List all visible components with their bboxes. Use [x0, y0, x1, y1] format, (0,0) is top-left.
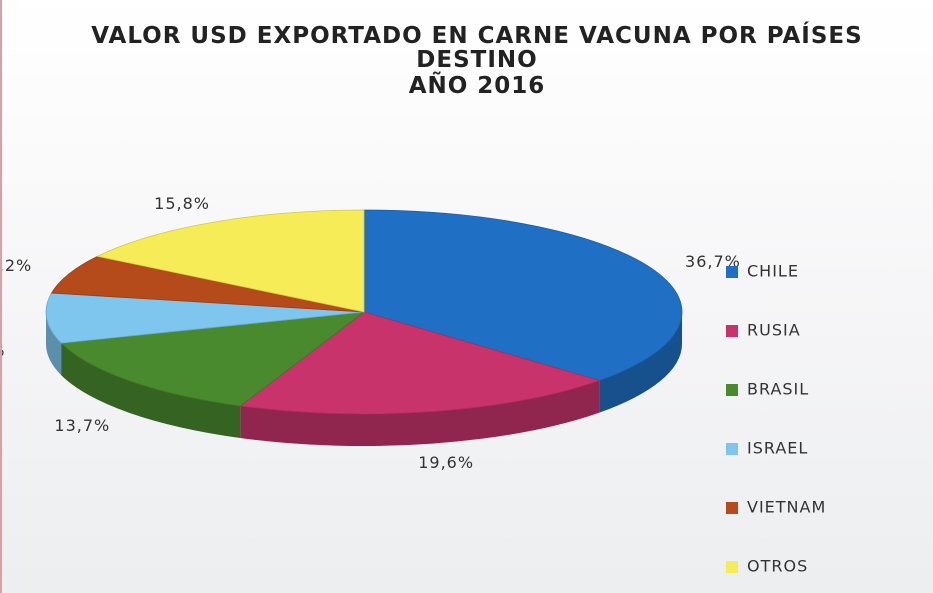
legend-label: ISRAEL: [747, 439, 808, 458]
legend-label: BRASIL: [747, 380, 809, 399]
data-label: 19,6%: [418, 453, 474, 472]
legend-swatch: [726, 502, 738, 514]
legend-label: CHILE: [747, 262, 799, 281]
legend-swatch: [726, 325, 738, 337]
legend-swatch: [726, 384, 738, 396]
pie-slice: [96, 209, 365, 313]
pie-slice: [363, 209, 683, 382]
legend-label: RUSIA: [747, 321, 801, 340]
legend-swatch: [726, 443, 738, 455]
pie-slice: [239, 311, 601, 415]
data-label: 15,8%: [154, 194, 210, 213]
chart-title: VALOR USD EXPORTADO EN CARNE VACUNA POR …: [91, 23, 863, 73]
legend-swatch: [726, 266, 738, 278]
data-label: 7,9%: [2, 341, 5, 360]
data-label: 13,7%: [54, 416, 110, 435]
legend-label: OTROS: [747, 557, 808, 576]
pie-slice-side: [61, 343, 241, 438]
legend-label: VIETNAM: [747, 498, 826, 517]
pie-slice: [50, 255, 365, 313]
pie-slice: [45, 292, 365, 344]
legend-swatch: [726, 561, 738, 573]
chart-subtitle: AÑO 2016: [408, 73, 546, 99]
data-label: 6,2%: [2, 256, 32, 275]
pie-slice-side: [240, 380, 600, 446]
